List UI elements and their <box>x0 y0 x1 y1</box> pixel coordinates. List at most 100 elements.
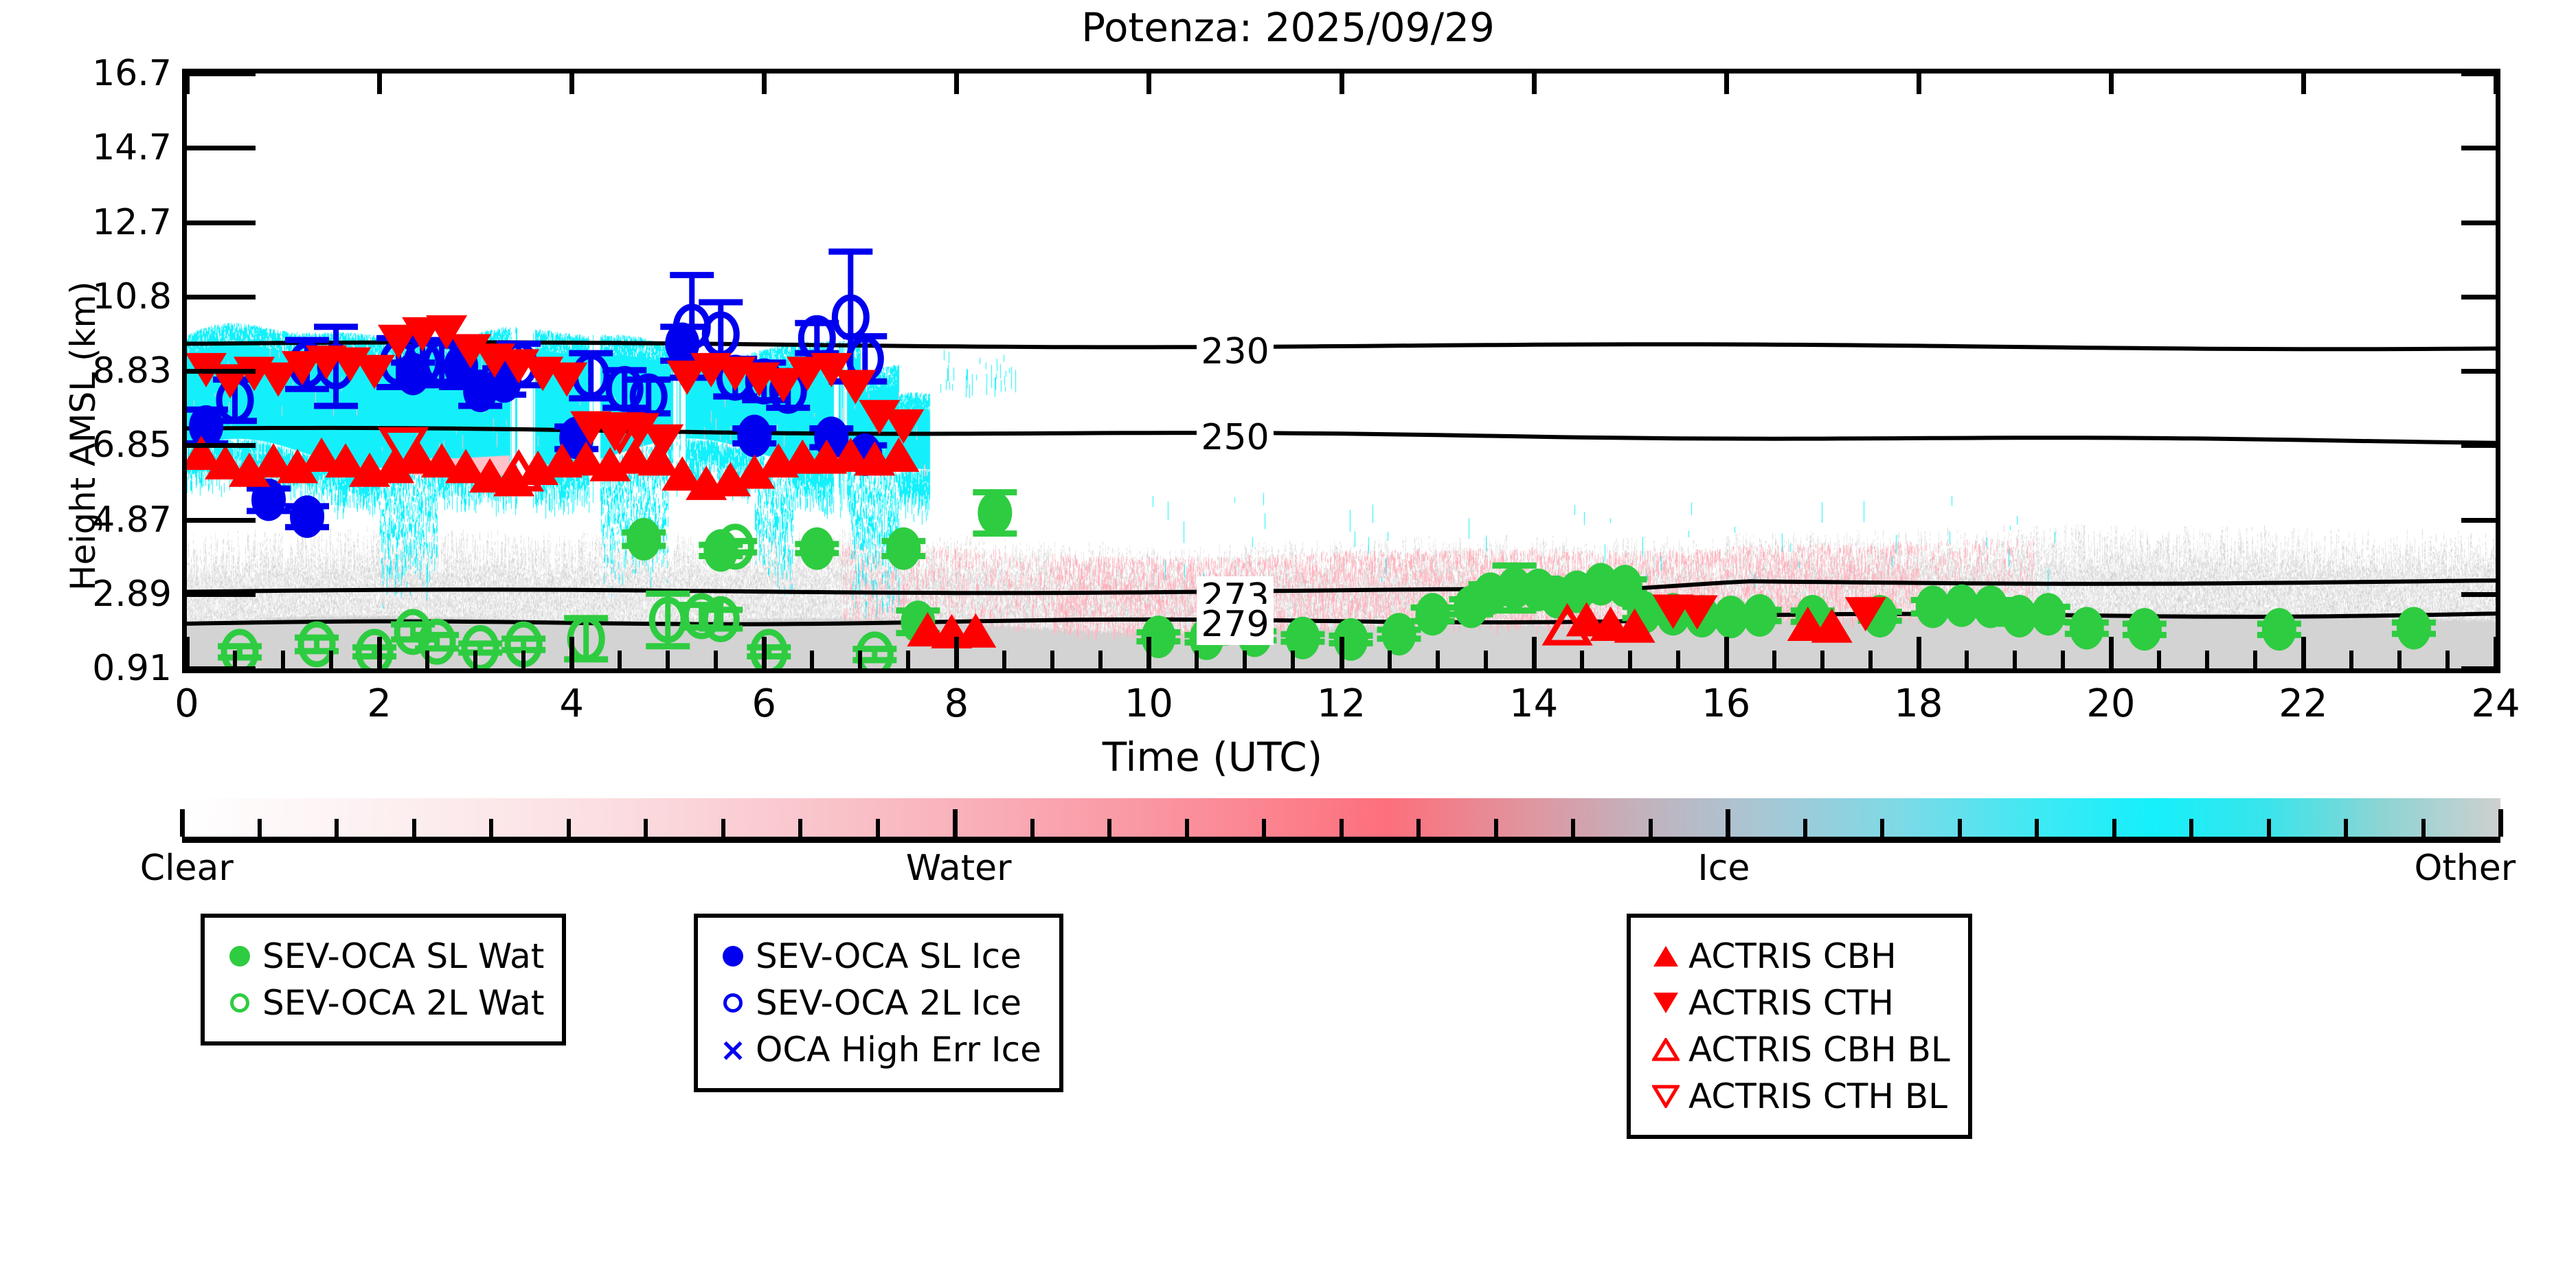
open-circle-icon <box>713 993 753 1013</box>
colorbar-tick <box>180 809 185 837</box>
y-tick-mark <box>187 369 256 374</box>
cloud-phase-curtain <box>187 74 2496 668</box>
triangle-down-filled-icon <box>1646 993 1686 1013</box>
y-tick-mark-right <box>2461 146 2496 151</box>
x-tick-minor <box>425 651 430 668</box>
x-tick-mark-top <box>1339 74 1344 94</box>
legend-item[interactable]: SEV-OCA SL Wat <box>220 933 544 980</box>
legend-item[interactable]: ACTRIS CBH BL <box>1646 1026 1950 1073</box>
colorbar-tick <box>1803 819 1807 837</box>
y-tick-mark <box>187 220 256 225</box>
x-tick-minor <box>1483 651 1488 668</box>
y-tick-label: 8.83 <box>92 350 172 392</box>
legend-item-label: ACTRIS CTH <box>1688 983 1894 1023</box>
x-tick-minor <box>2252 651 2257 668</box>
x-tick-mark <box>2108 637 2114 668</box>
y-tick-label: 12.7 <box>92 201 172 243</box>
open-circle-icon <box>220 993 260 1013</box>
x-tick-mark <box>1916 637 1921 668</box>
y-tick-mark <box>187 146 256 151</box>
x-tick-minor <box>1627 651 1632 668</box>
y-tick-mark <box>187 666 256 671</box>
x-tick-mark-top <box>762 74 767 94</box>
x-tick-minor <box>1964 651 1969 668</box>
ice-legend: SEV-OCA SL Ice SEV-OCA 2L Ice × OCA High Er… <box>694 914 1063 1092</box>
x-tick-mark-top <box>377 74 383 94</box>
legend-item[interactable]: ACTRIS CTH <box>1646 980 1950 1026</box>
legend-item-label: OCA High Err Ice <box>756 1030 1041 1070</box>
colorbar-tick <box>1726 809 1730 837</box>
x-tick-mark <box>954 637 960 668</box>
colorbar-tick <box>2035 819 2039 837</box>
x-tick-minor <box>1435 651 1440 668</box>
legend-item[interactable]: ACTRIS CBH <box>1646 933 1950 980</box>
triangle-up-filled-icon <box>1646 946 1686 967</box>
y-tick-mark <box>187 71 256 76</box>
colorbar-label-water: Water <box>905 848 1012 889</box>
x-tick-mark <box>377 637 383 668</box>
legend-item-label: ACTRIS CBH BL <box>1688 1030 1950 1070</box>
x-tick-mark-top <box>2108 74 2114 94</box>
isotherm-label: 250 <box>1197 417 1274 459</box>
colorbar-tick <box>953 809 958 837</box>
filled-circle-icon <box>713 946 753 967</box>
legend-item[interactable]: SEV-OCA 2L Ice <box>713 980 1041 1026</box>
y-tick-label: 4.87 <box>92 499 172 541</box>
colorbar-tick <box>875 819 880 837</box>
x-tick-minor <box>1675 651 1680 668</box>
legend-item-label: SEV-OCA SL Wat <box>262 936 545 976</box>
x-tick-mark <box>1531 637 1537 668</box>
x-tick-minor <box>2349 651 2353 668</box>
x-tick-minor <box>233 651 238 668</box>
triangle-up-open-icon <box>1646 1038 1686 1061</box>
x-tick-minor <box>2012 651 2017 668</box>
x-tick-minor <box>1820 651 1824 668</box>
legend-item[interactable]: × OCA High Err Ice <box>713 1026 1041 1073</box>
colorbar-tick <box>257 819 262 837</box>
legend-item[interactable]: SEV-OCA 2L Wat <box>220 980 544 1026</box>
x-tick-label: 4 <box>559 681 584 726</box>
x-tick-mark-top <box>954 74 960 94</box>
x-tick-label: 16 <box>1702 681 1751 726</box>
page-title: Potenza: 2025/09/29 <box>1081 4 1495 51</box>
y-tick-mark-right <box>2461 443 2496 449</box>
colorbar <box>180 798 2503 843</box>
x-tick-mark-top <box>2494 74 2498 94</box>
x-tick-minor <box>1243 651 1247 668</box>
x-tick-minor <box>858 651 863 668</box>
legend-item-label: SEV-OCA 2L Wat <box>262 983 545 1023</box>
legend-item-label: ACTRIS CTH BL <box>1688 1076 1948 1116</box>
y-tick-label: 6.85 <box>92 425 172 466</box>
x-tick-mark-top <box>569 74 575 94</box>
x-tick-mark <box>569 637 575 668</box>
legend-item-label: SEV-OCA SL Ice <box>756 936 1021 976</box>
x-tick-label: 6 <box>752 681 777 726</box>
y-tick-mark-right <box>2461 294 2496 300</box>
isotherm-label: 279 <box>1197 603 1274 645</box>
x-tick-minor <box>2445 651 2450 668</box>
y-tick-label: 10.8 <box>92 275 172 317</box>
colorbar-tick <box>1262 819 1266 837</box>
y-tick-mark-right <box>2461 369 2496 374</box>
colorbar-tick <box>1957 819 1962 837</box>
legend-item[interactable]: ACTRIS CTH BL <box>1646 1073 1950 1120</box>
colorbar-tick <box>1880 819 1884 837</box>
y-tick-mark <box>187 443 256 449</box>
x-tick-mark <box>185 637 190 668</box>
legend-item[interactable]: SEV-OCA SL Ice <box>713 933 1041 980</box>
colorbar-tick <box>489 819 493 837</box>
colorbar-tick <box>1571 819 1575 837</box>
x-tick-minor <box>329 651 334 668</box>
x-tick-mark <box>1724 637 1729 668</box>
colorbar-tick <box>1416 819 1421 837</box>
x-tick-minor <box>2060 651 2065 668</box>
colorbar-tick <box>2498 809 2503 837</box>
x-tick-mark-top <box>1916 74 1921 94</box>
x-tick-minor <box>1002 651 1007 668</box>
colorbar-tick <box>335 819 339 837</box>
x-tick-mark-top <box>1724 74 1729 94</box>
x-tick-minor <box>1387 651 1392 668</box>
x-tick-minor <box>1291 651 1296 668</box>
colorbar-tick <box>1030 819 1035 837</box>
plot-clip <box>187 74 2496 668</box>
